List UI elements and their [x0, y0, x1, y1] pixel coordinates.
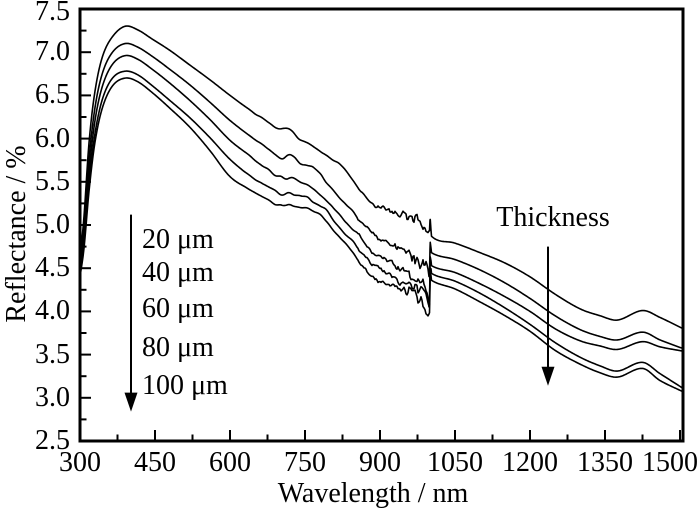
y-tick-label-4.0: 4.0: [35, 295, 70, 327]
y-tick-label-7.0: 7.0: [35, 36, 70, 68]
curve-60um: [81, 54, 682, 352]
legend-item-20um: 20 μm: [142, 223, 214, 255]
x-tick-label-1200: 1200: [502, 447, 558, 478]
legend-item-60um: 60 μm: [142, 292, 214, 324]
legend-thickness-arrow: [124, 214, 138, 412]
thickness-annotation: Thickness: [496, 202, 610, 233]
x-tick-label-1500: 1500: [642, 447, 698, 478]
x-tick-label-450: 450: [134, 447, 176, 478]
x-tick-label-1050: 1050: [427, 447, 483, 478]
axis-ticks: [79, 8, 681, 442]
y-tick-label-6.5: 6.5: [35, 79, 70, 111]
y-axis-title: Reflectance / %: [1, 145, 32, 323]
curve-80um: [81, 70, 682, 389]
x-tick-label-1350: 1350: [577, 447, 633, 478]
curve-40um: [81, 42, 682, 350]
x-axis-title: Wavelength / nm: [277, 478, 469, 509]
y-tick-label-3.0: 3.0: [35, 381, 70, 413]
y-tick-label-2.5: 2.5: [35, 425, 70, 456]
legend-item-80um: 80 μm: [142, 331, 214, 363]
legend-item-40um: 40 μm: [142, 257, 214, 289]
y-tick-label-6.0: 6.0: [35, 122, 70, 154]
curve-100um: [81, 77, 682, 393]
x-tick-label-750: 750: [284, 447, 326, 478]
y-tick-label-7.5: 7.5: [35, 0, 70, 27]
y-tick-label-5.0: 5.0: [35, 209, 70, 240]
thickness-arrow: [541, 246, 555, 386]
y-tick-label-4.5: 4.5: [35, 252, 70, 284]
y-tick-label-3.5: 3.5: [35, 338, 70, 370]
x-tick-label-900: 900: [359, 447, 401, 478]
legend-item-100um: 100 μm: [142, 369, 228, 401]
y-tick-label-5.5: 5.5: [35, 165, 70, 197]
x-tick-label-300: 300: [59, 447, 101, 478]
x-tick-label-600: 600: [209, 447, 251, 478]
curves: [81, 25, 682, 393]
curve-20um: [81, 25, 682, 330]
